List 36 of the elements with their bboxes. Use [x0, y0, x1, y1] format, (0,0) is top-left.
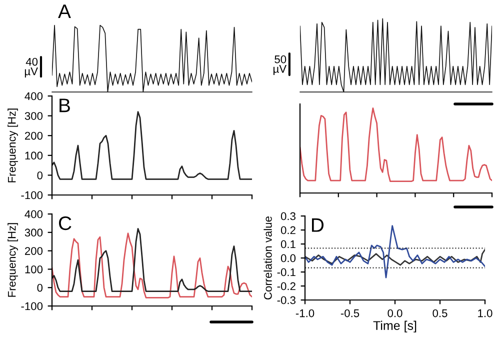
chart-title: C: [58, 216, 72, 230]
y-tick-label: 300: [24, 112, 43, 120]
y-tick-label: 0.1: [280, 240, 296, 248]
y-tick-label: -100: [21, 191, 43, 200]
x-tick-label: 0.5: [432, 309, 448, 318]
chart-title: A: [58, 4, 71, 18]
line-series: [52, 111, 252, 180]
y-tick-label: 400: [24, 92, 43, 100]
chart-title: D: [312, 218, 324, 232]
chart-title: B: [60, 98, 70, 112]
y-axis-title: Correlation value: [264, 216, 272, 300]
text: 40 µV: [24, 58, 38, 78]
x-axis-title: Time [s]: [373, 320, 416, 332]
y-tick-label: 0.0: [280, 254, 296, 262]
text: 50 µV: [274, 55, 287, 76]
y-tick-label: 200: [24, 247, 43, 255]
y-tick-label: 0: [37, 171, 43, 180]
y-tick-label: 400: [24, 210, 43, 218]
y-tick-label: -0.3: [277, 296, 296, 304]
line-series: [52, 232, 252, 298]
x-tick-label: -1.0: [296, 309, 314, 318]
y-tick-label: 300: [24, 228, 43, 237]
y-tick-label: -0.2: [277, 282, 296, 290]
y-tick-label: 0.2: [280, 226, 296, 234]
x-tick-label: -0.5: [340, 309, 360, 318]
y-tick-label: -0.1: [277, 268, 296, 276]
x-tick-label: 0.0: [388, 309, 402, 318]
y-tick-label: 100: [25, 265, 43, 274]
y-tick-label: 0.3: [280, 212, 296, 220]
y-tick-label: 100: [25, 152, 43, 160]
x-tick-label: 1.0: [478, 309, 492, 318]
y-tick-label: 0: [37, 284, 43, 292]
y-tick-label: -100: [21, 302, 43, 310]
y-axis-title: Frequency [Hz]: [8, 108, 18, 182]
y-tick-label: 200: [24, 132, 43, 140]
y-axis-title: Frequency [Hz]: [8, 223, 18, 297]
